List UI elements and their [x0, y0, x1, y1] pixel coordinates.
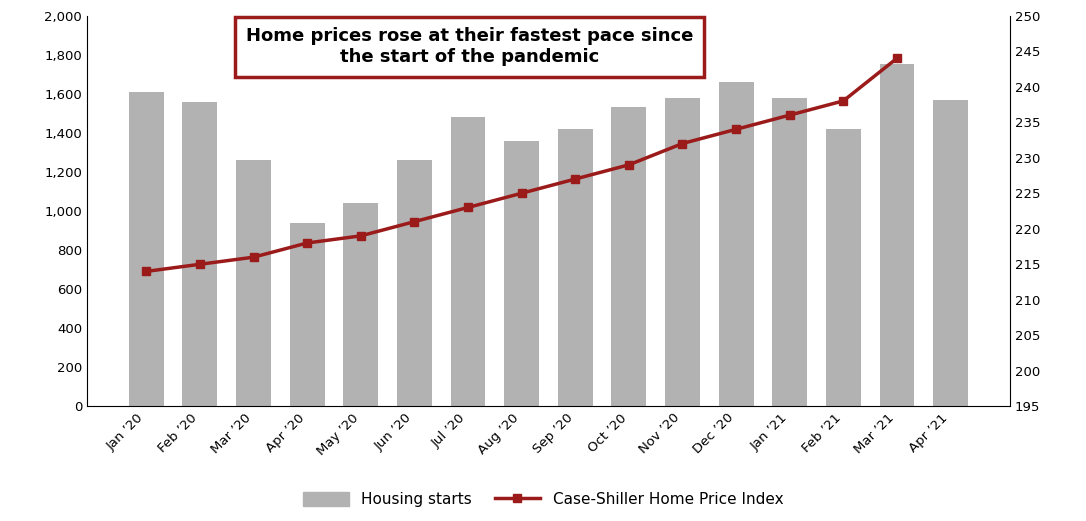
Bar	[933, 100, 968, 406]
Bar	[665, 98, 699, 406]
Legend: Housing starts, Case-Shiller Home Price Index: Housing starts, Case-Shiller Home Price …	[296, 486, 790, 513]
Bar	[236, 160, 270, 406]
Bar	[397, 160, 432, 406]
Bar	[504, 141, 539, 406]
Bar	[343, 203, 378, 406]
Bar	[719, 82, 754, 406]
Bar	[182, 102, 217, 406]
Bar	[451, 117, 485, 406]
Bar	[880, 65, 914, 406]
Bar	[826, 129, 861, 406]
Bar	[772, 98, 807, 406]
Bar	[129, 92, 164, 406]
Text: Home prices rose at their fastest pace since
the start of the pandemic: Home prices rose at their fastest pace s…	[247, 28, 694, 66]
Bar	[290, 223, 325, 406]
Bar	[558, 129, 593, 406]
Bar	[611, 107, 646, 406]
